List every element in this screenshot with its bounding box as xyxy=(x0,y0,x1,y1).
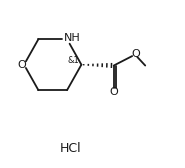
Text: O: O xyxy=(17,60,26,70)
Text: &1: &1 xyxy=(68,56,80,66)
Text: O: O xyxy=(109,87,118,97)
Text: O: O xyxy=(131,49,140,59)
Text: NH: NH xyxy=(64,33,81,43)
Text: HCl: HCl xyxy=(60,142,81,155)
